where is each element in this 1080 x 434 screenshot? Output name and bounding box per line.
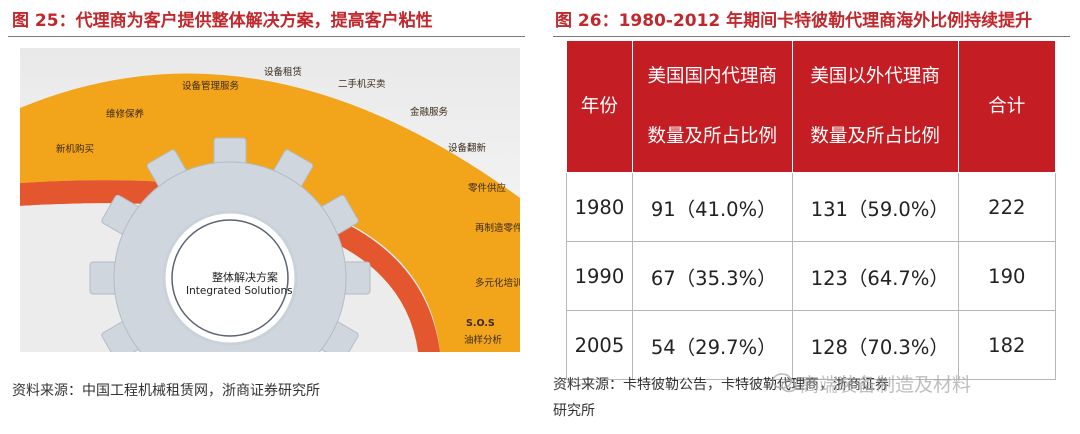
cell-domestic: 91（41.0%） xyxy=(631,172,793,242)
service-label: 新机购买 xyxy=(56,144,95,155)
wechat-icon xyxy=(772,373,797,393)
cell-overseas: 131（59.0%） xyxy=(791,172,959,242)
header-domestic-line1: 美国国内代理商 xyxy=(647,65,778,87)
watermark-text: 高端装备制造及材料 xyxy=(800,374,972,396)
header-total: 合计 xyxy=(957,40,1057,173)
title-divider xyxy=(553,36,1070,37)
cell-overseas: 128（70.3%） xyxy=(791,310,959,380)
cell-year: 1980 xyxy=(566,172,633,242)
service-label: S.O.S xyxy=(466,318,495,329)
service-label: 多元化培训 xyxy=(475,278,520,289)
figure-25-title: 图 25：代理商为客户提供整体解决方案，提高客户粘性 xyxy=(12,11,433,31)
service-label: 油样分析 xyxy=(464,335,503,346)
service-label: 再制造零件 xyxy=(475,223,520,234)
table-header-row: 年份 美国国内代理商 数量及所占比例 美国以外代理商 数量及所占比例 合计 xyxy=(566,40,1057,173)
cell-year: 2005 xyxy=(566,310,633,380)
title-divider xyxy=(8,36,525,37)
gear-icon xyxy=(89,137,371,352)
service-label: 维修保养 xyxy=(106,109,145,120)
cell-domestic: 54（29.7%） xyxy=(631,310,793,380)
header-domestic: 美国国内代理商 数量及所占比例 xyxy=(631,40,793,173)
header-overseas-line1: 美国以外代理商 xyxy=(810,65,940,87)
header-year: 年份 xyxy=(566,40,633,173)
service-label: 零件供应 xyxy=(468,183,507,194)
cell-domestic: 67（35.3%） xyxy=(631,241,793,311)
solutions-graphic xyxy=(20,73,520,352)
header-overseas: 美国以外代理商 数量及所占比例 xyxy=(791,40,959,173)
figure-26-source: 资料来源：卡特彼勒公告，卡特彼勒代理商，浙商证券 xyxy=(553,377,889,393)
service-label: 设备翻新 xyxy=(448,143,487,154)
table-row: 1980 91（41.0%） 131（59.0%） 222 xyxy=(566,172,1057,242)
table-row: 2005 54（29.7%） 128（70.3%） 182 xyxy=(566,310,1057,380)
cell-total: 190 xyxy=(957,241,1057,311)
table-row: 1990 67（35.3%） 123（64.7%） 190 xyxy=(566,241,1057,311)
cell-total: 182 xyxy=(957,310,1057,380)
service-label: 设备租赁 xyxy=(264,67,303,78)
dealer-ratio-table: 年份 美国国内代理商 数量及所占比例 美国以外代理商 数量及所占比例 合计 19… xyxy=(566,40,1057,380)
figure-26-title: 图 26：1980-2012 年期间卡特彼勒代理商海外比例持续提升 xyxy=(555,11,1033,31)
service-label: 金融服务 xyxy=(410,107,449,118)
cell-total: 222 xyxy=(957,172,1057,242)
core-label-chinese: 整体解决方案 xyxy=(212,271,278,284)
header-domestic-line2: 数量及所占比例 xyxy=(647,125,778,147)
cell-overseas: 123（64.7%） xyxy=(791,241,959,311)
figure-25-source: 资料来源：中国工程机械租赁网，浙商证券研究所 xyxy=(12,383,320,399)
figure-26-source-continued: 研究所 xyxy=(553,403,595,419)
integrated-solutions-figure: 设备租赁 二手机买卖 设备管理服务 金融服务 维修保养 设备翻新 新机购买 零件… xyxy=(20,48,520,352)
service-label: 设备管理服务 xyxy=(182,81,240,92)
service-label: 二手机买卖 xyxy=(338,79,386,90)
header-overseas-line2: 数量及所占比例 xyxy=(810,125,940,147)
cell-year: 1990 xyxy=(566,241,633,311)
core-label-english: Integrated Solutions xyxy=(186,285,293,297)
